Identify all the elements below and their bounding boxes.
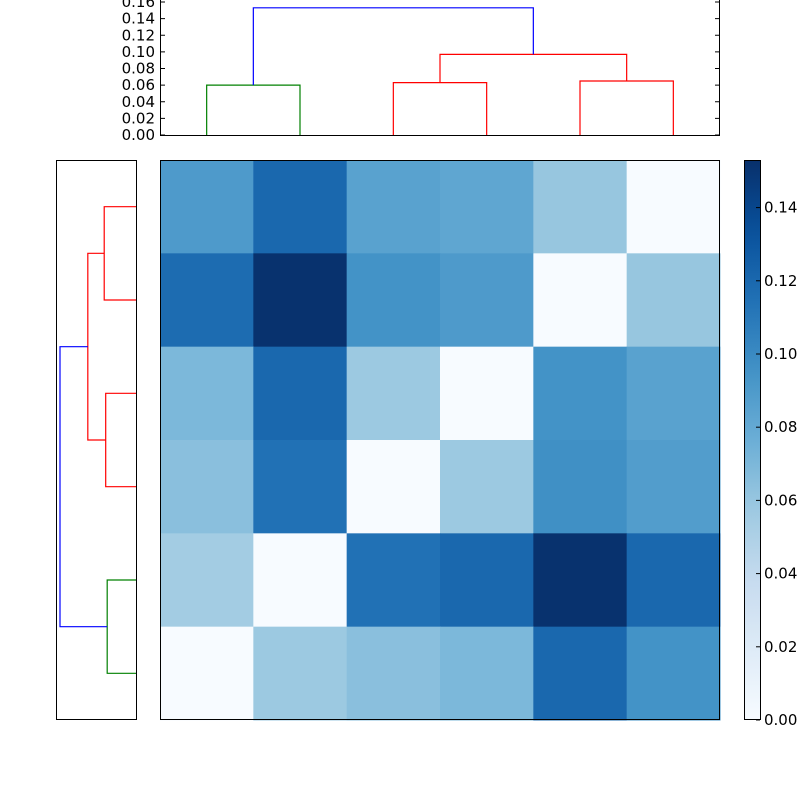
colorbar-tick-label: 0.10 (764, 345, 797, 363)
heatmap-cell (533, 626, 628, 721)
heatmap-cell (253, 440, 348, 534)
heatmap-cell (626, 533, 721, 628)
y-tick-label: 0.14 (122, 10, 155, 28)
y-tick-label: 0.08 (122, 60, 155, 78)
heatmap-cell (626, 346, 721, 441)
heatmap-cell (440, 160, 534, 254)
dendrogram-link (105, 392, 136, 488)
heatmap-cell (533, 253, 628, 348)
heatmap-cell (160, 533, 254, 628)
y-tick-label: 0.12 (122, 26, 155, 44)
heatmap-cell (346, 440, 441, 534)
y-tick-label: 0.00 (122, 126, 155, 144)
heatmap (160, 160, 721, 721)
heatmap-cell (160, 253, 254, 348)
heatmap-cell (626, 253, 721, 348)
colorbar-tick-label: 0.04 (764, 565, 797, 583)
y-tick-label: 0.06 (122, 76, 155, 94)
dendrogram-link (439, 53, 628, 83)
left-dendrogram-frame (56, 160, 137, 720)
heatmap-cell (346, 346, 441, 441)
heatmap-cell (533, 440, 628, 534)
y-tick-label: 0.10 (122, 43, 155, 61)
top-dendrogram-y-axis: 0.000.020.040.060.080.100.120.140.16 (122, 0, 720, 144)
colorbar-tick-label: 0.12 (764, 272, 797, 290)
heatmap-cell (160, 440, 254, 534)
heatmap-cell (160, 346, 254, 441)
heatmap-cell (626, 440, 721, 534)
heatmap-cell (440, 253, 534, 348)
dendrogram-link (206, 84, 301, 135)
top-dendrogram-frame (160, 0, 720, 136)
heatmap-cell (626, 160, 721, 254)
heatmap-cell (253, 533, 348, 628)
heatmap-frame (160, 160, 720, 720)
y-tick-label: 0.02 (122, 109, 155, 127)
colorbar-tick-label: 0.14 (764, 199, 797, 217)
heatmap-cell (160, 160, 254, 254)
colorbar-tick-label: 0.02 (764, 638, 797, 656)
colorbar-axis: 0.00 0.02 0.04 0.06 0.08 0.10 0.12 0.14 (756, 199, 797, 729)
dendrogram-link (87, 252, 106, 441)
heatmap-cell (533, 346, 628, 441)
heatmap-cell (160, 626, 254, 721)
dendrogram-link (106, 579, 136, 674)
colorbar (744, 160, 761, 720)
dendrogram-link (252, 7, 534, 86)
heatmap-cell (253, 253, 348, 348)
heatmap-cell (253, 626, 348, 721)
heatmap-cell (253, 160, 348, 254)
dendrogram-link (579, 80, 674, 135)
top-dendrogram (206, 7, 674, 135)
heatmap-cell (440, 626, 534, 721)
dendrogram-link (103, 206, 136, 301)
heatmap-cell (346, 533, 441, 628)
colorbar-tick-label: 0.06 (764, 491, 797, 509)
heatmap-cell (253, 346, 348, 441)
heatmap-cell (533, 533, 628, 628)
heatmap-cell (626, 626, 721, 721)
dendrogram-link (59, 346, 108, 628)
colorbar-tick-label: 0.00 (764, 711, 797, 729)
left-dendrogram (59, 206, 136, 674)
heatmap-cell (440, 533, 534, 628)
heatmap-cell (533, 160, 628, 254)
heatmap-cell (346, 253, 441, 348)
dendrogram-link (392, 82, 488, 135)
heatmap-cell (346, 626, 441, 721)
y-tick-label: 0.16 (122, 0, 155, 11)
colorbar-tick-label: 0.08 (764, 418, 797, 436)
heatmap-cell (346, 160, 441, 254)
heatmap-cell (440, 346, 534, 441)
y-tick-label: 0.04 (122, 93, 155, 111)
heatmap-cell (440, 440, 534, 534)
